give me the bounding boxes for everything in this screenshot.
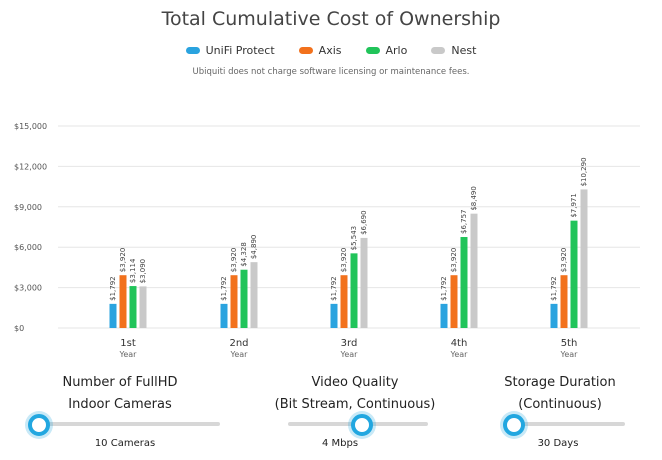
x-tick-sublabel: Year (119, 350, 138, 359)
quality-value: 4 Mbps (321, 438, 359, 449)
legend-label-arlo: Arlo (385, 44, 408, 57)
x-tick-label: 1st (120, 338, 136, 349)
y-tick-label: $3,000 (14, 284, 42, 293)
bar-data-label: $4,890 (250, 235, 258, 260)
bar (129, 286, 137, 328)
controls-panel: Number of FullHD Indoor Cameras 10 Camer… (0, 372, 662, 460)
cameras-label-line1: Number of FullHD (62, 375, 178, 390)
bar-data-label: $3,920 (230, 248, 238, 273)
bar (109, 303, 117, 328)
bar-data-label: $5,543 (350, 226, 358, 251)
x-tick-sublabel: Year (450, 350, 469, 359)
bar (550, 303, 558, 328)
x-tick-label: 4th (451, 338, 468, 349)
x-tick-sublabel: Year (560, 350, 579, 359)
y-tick-label: $6,000 (14, 243, 42, 252)
bar-chart: $0 $3,000 $6,000 $9,000 $12,000 $15,000 $1,792… (14, 122, 640, 359)
bar-data-label: $1,792 (109, 276, 117, 301)
storage-value: 30 Days (537, 438, 579, 449)
bar (250, 262, 258, 328)
bar-data-label: $3,920 (560, 248, 568, 273)
y-tick-label: $9,000 (14, 203, 42, 212)
bar-data-label: $6,690 (360, 210, 368, 235)
legend: UniFi Protect Axis Arlo Nest (0, 44, 662, 57)
cameras-value: 10 Cameras (94, 438, 156, 449)
legend-swatch-axis (298, 47, 313, 54)
bar-data-label: $1,792 (550, 276, 558, 301)
bar-data-label: $4,328 (240, 242, 248, 267)
bar-data-label: $8,490 (470, 186, 478, 211)
bar-data-label: $1,792 (440, 276, 448, 301)
quality-label-line1: Video Quality (311, 375, 399, 390)
legend-swatch-nest (431, 47, 446, 54)
y-tick-label: $15,000 (14, 122, 47, 131)
bar (340, 275, 348, 328)
storage-slider-handle[interactable] (503, 414, 525, 436)
bar-data-label: $7,971 (570, 193, 578, 218)
bar (230, 275, 238, 328)
storage-control: Storage Duration (Continuous) (480, 372, 640, 416)
y-tick-label: $0 (14, 324, 24, 333)
bar (570, 220, 578, 328)
quality-slider-handle[interactable] (351, 414, 373, 436)
legend-item-nest[interactable]: Nest (431, 44, 476, 57)
cameras-slider-track[interactable] (35, 422, 220, 426)
storage-slider-track[interactable] (510, 422, 625, 426)
bar (139, 286, 147, 328)
legend-swatch-arlo (365, 47, 380, 54)
x-tick-label: 2nd (229, 338, 248, 349)
licensing-note: Ubiquiti does not charge software licens… (192, 67, 470, 77)
bar (560, 275, 568, 328)
storage-label-line2: (Continuous) (518, 397, 602, 412)
legend-label-nest: Nest (451, 44, 477, 57)
cameras-control: Number of FullHD Indoor Cameras (20, 372, 220, 416)
bar-data-label: $3,114 (129, 258, 137, 283)
legend-item-arlo[interactable]: Arlo (365, 44, 408, 57)
bar (580, 189, 588, 328)
bar-data-label: $3,920 (450, 248, 458, 273)
bar-data-label: $1,792 (330, 276, 338, 301)
bar (330, 303, 338, 328)
legend-label-unifi: UniFi Protect (205, 44, 275, 57)
legend-item-axis[interactable]: Axis (298, 44, 342, 57)
cameras-slider-handle[interactable] (28, 414, 50, 436)
bar-data-label: $1,792 (220, 276, 228, 301)
quality-control: Video Quality (Bit Stream, Continuous) (255, 372, 455, 416)
bar-data-label: $3,090 (139, 259, 147, 284)
bar (350, 253, 358, 328)
storage-label-line1: Storage Duration (504, 375, 616, 390)
legend-item-unifi[interactable]: UniFi Protect (185, 44, 275, 57)
legend-label-axis: Axis (318, 44, 342, 57)
x-tick-sublabel: Year (340, 350, 359, 359)
bar (240, 269, 248, 328)
bar (470, 213, 478, 328)
bar (460, 237, 468, 328)
bar (440, 303, 448, 328)
y-tick-label: $12,000 (14, 162, 47, 171)
bar-data-label: $3,920 (119, 248, 127, 273)
legend-swatch-unifi (185, 47, 200, 54)
x-tick-label: 3rd (341, 338, 358, 349)
x-tick-label: 5th (561, 338, 578, 349)
chart-title: Total Cumulative Cost of Ownership (161, 8, 501, 30)
bar (360, 237, 368, 328)
bar-data-label: $3,920 (340, 248, 348, 273)
cameras-label-line2: Indoor Cameras (68, 397, 172, 412)
x-tick-sublabel: Year (230, 350, 249, 359)
bar-data-label: $10,290 (580, 157, 588, 186)
bar (220, 303, 228, 328)
bar (119, 275, 127, 328)
bar (450, 275, 458, 328)
bar-data-label: $6,757 (460, 210, 468, 235)
quality-label-line2: (Bit Stream, Continuous) (274, 397, 436, 412)
